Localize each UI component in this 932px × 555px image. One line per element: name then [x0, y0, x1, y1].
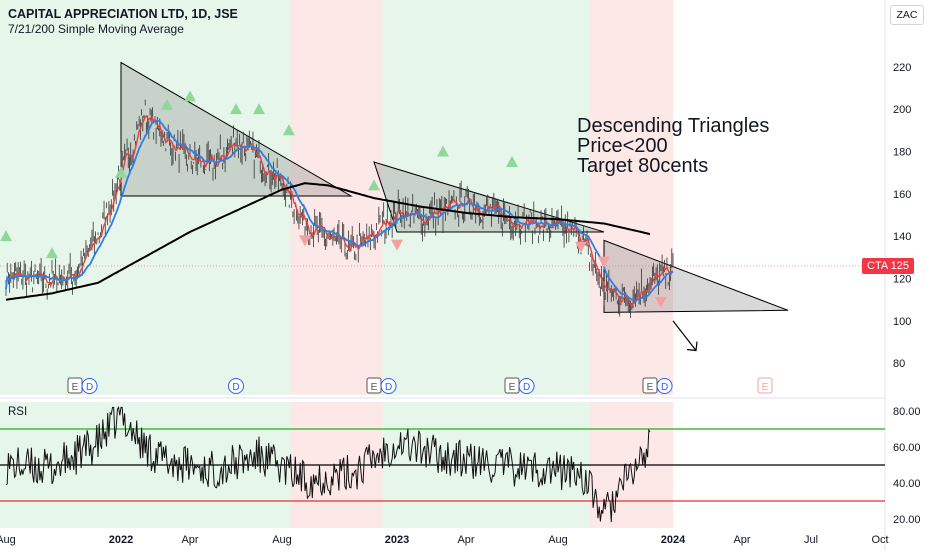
time-tick-label: Aug — [272, 534, 292, 546]
sell-signal-icon — [391, 239, 403, 251]
price-tick-label: 140 — [893, 231, 911, 243]
earnings-badge-glyph: E — [647, 382, 654, 393]
chart-title: CAPITAL APPRECIATION LTD, 1D, JSE — [8, 7, 238, 21]
target-arrow-head — [686, 341, 698, 352]
earnings-badge-glyph: E — [72, 382, 79, 393]
sma-21-line — [5, 119, 674, 303]
time-tick-label: 2023 — [385, 534, 409, 546]
buy-signal-icon — [506, 156, 518, 168]
time-tick-label: Jul — [804, 534, 818, 546]
buy-signal-icon — [184, 90, 196, 102]
earnings-badge-glyph: E — [371, 382, 378, 393]
time-tick-label: Apr — [181, 534, 198, 546]
background-layer — [0, 0, 673, 528]
time-tick-label: 2022 — [109, 534, 133, 546]
dividend-badge-glyph: D — [523, 382, 530, 393]
time-tick-label: Apr — [457, 534, 474, 546]
rsi-tick-label: 40.00 — [893, 478, 921, 490]
rsi-line — [5, 406, 651, 523]
price-tag-symbol: CTA — [867, 260, 889, 272]
time-tick-label: 2024 — [661, 534, 686, 546]
sma-200-line — [5, 182, 651, 301]
buy-signal-icon — [46, 247, 58, 259]
buy-signal-icon — [253, 103, 265, 115]
sell-signal-icon — [299, 235, 311, 247]
price-tick-label: 80 — [893, 358, 905, 370]
price-tick-label: 100 — [893, 316, 911, 328]
target-arrow-shaft — [672, 320, 697, 351]
sell-signal-icon — [598, 256, 610, 268]
dividend-badge-icon — [518, 378, 535, 394]
axis-layer: 80 100 120 140 160 180 200 220 20.00 40.00 60.00 80… — [0, 62, 921, 546]
dividend-badge-icon — [380, 378, 397, 394]
price-tick-label: 200 — [893, 104, 911, 116]
rsi-tick-label: 20.00 — [893, 514, 921, 526]
buy-signal-icon — [0, 230, 12, 242]
time-tick-label: Oct — [871, 534, 888, 546]
dividend-badge-icon — [228, 378, 244, 394]
sell-signal-icon — [654, 296, 667, 308]
descending-triangle — [120, 61, 353, 197]
buy-signal-icon — [115, 166, 127, 178]
earnings-badge-glyph: E — [762, 382, 769, 393]
currency-button[interactable]: ZAC — [890, 5, 924, 25]
dividend-badge-glyph: D — [385, 382, 392, 393]
price-tick-label: 220 — [893, 62, 911, 74]
price-tick-label: 120 — [893, 274, 911, 286]
price-tick-label: 180 — [893, 146, 911, 158]
rsi-tick-label: 60.00 — [893, 442, 921, 454]
price-regime-band — [589, 0, 673, 395]
last-price-tag: CTA 125 — [862, 258, 914, 274]
time-tick-label: Apr — [733, 534, 750, 546]
buy-signal-icon — [368, 179, 380, 191]
annotation-line-2: Price<200 — [577, 135, 668, 157]
dividend-badge-glyph: D — [86, 382, 93, 393]
dividend-badge-icon — [81, 378, 98, 394]
buy-signal-icon — [161, 98, 173, 110]
dividend-badge-glyph: D — [661, 382, 668, 393]
descending-triangle — [603, 239, 789, 313]
descending-triangle — [373, 161, 605, 233]
time-tick-label: Aug — [548, 534, 568, 546]
buy-signal-icon — [230, 103, 242, 115]
rsi-tick-label: 80.00 — [893, 406, 921, 418]
annotation-line-3: Target 80cents — [577, 155, 709, 177]
earnings-badge-glyph: E — [509, 382, 516, 393]
sell-signal-icon — [575, 241, 587, 253]
earnings-badge-icon — [757, 377, 773, 394]
time-tick-label: Aug — [0, 534, 16, 546]
indicator-subtitle: 7/21/200 Simple Moving Average — [8, 22, 184, 36]
buy-signal-icon — [437, 145, 449, 157]
price-tick-label: 160 — [893, 189, 911, 201]
annotation-line-1: Descending Triangles — [577, 115, 770, 137]
dividend-badge-glyph: D — [232, 382, 239, 393]
annotation-text: Descending Triangles Price<200 Target 80… — [577, 116, 769, 176]
rsi-panel-label: RSI — [8, 406, 28, 418]
buy-signal-icon — [282, 124, 295, 136]
dividend-badge-icon — [656, 378, 673, 394]
price-regime-band — [0, 0, 297, 395]
price-tag-value: 125 — [890, 260, 909, 272]
